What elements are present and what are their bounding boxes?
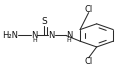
Text: H: H (67, 38, 71, 43)
Text: Cl: Cl (84, 57, 93, 66)
Text: N: N (31, 31, 37, 40)
Text: N: N (48, 31, 55, 40)
Text: H₂N: H₂N (2, 31, 18, 40)
Text: Cl: Cl (84, 5, 93, 14)
Text: S: S (41, 17, 47, 26)
Text: H: H (32, 38, 37, 43)
Text: N: N (66, 31, 72, 40)
